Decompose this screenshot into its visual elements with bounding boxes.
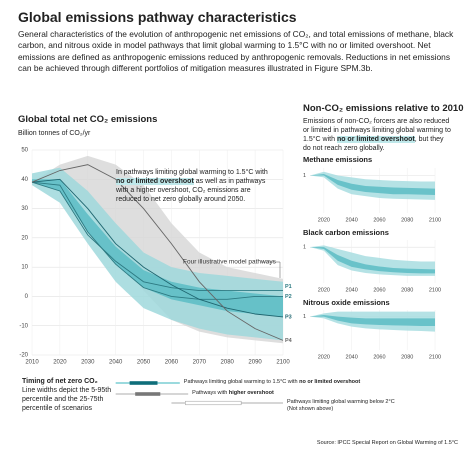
legend-bold: no or limited overshoot (299, 379, 361, 385)
pathway-label: P2 (285, 294, 292, 300)
pathway-line (31, 181, 283, 292)
x-tick-label: 2030 (81, 360, 95, 366)
x-tick-label: 2080 (401, 217, 413, 223)
y-axis-label: Billion tonnes of CO₂/yr (18, 130, 91, 137)
paragraph-text: , but they do not reach zero globally. (303, 136, 444, 153)
main-chart-title: Global total net CO₂ emissions (18, 114, 158, 125)
non-co2-paragraph: Emissions of non-CO₂ forcers are also re… (303, 117, 453, 153)
x-tick-label: 2080 (401, 287, 413, 293)
timing-legend-label: Pathways limiting global warming below 2… (287, 399, 466, 413)
timing-legend-label: Pathways limiting global warming to 1.5°… (184, 379, 466, 386)
x-tick-label: 2020 (318, 287, 330, 293)
band (310, 315, 435, 326)
y-tick-label: 1 (303, 314, 306, 320)
timing-core (185, 400, 242, 406)
source: Source: IPCC Special Report on Global Wa… (316, 440, 458, 446)
y-tick-label: 1 (303, 173, 306, 179)
legend-note: (Not shown above) (287, 406, 334, 413)
x-tick-label: 2040 (109, 360, 123, 366)
legend-bold: higher overshoot (228, 390, 274, 396)
paragraph-highlight: no or limited overshoot (336, 136, 415, 144)
y-tick-label: 40 (21, 177, 28, 183)
timing-note: Line widths depict the 5-95th percentile… (22, 387, 112, 413)
y-tick-label: 30 (21, 206, 28, 212)
x-tick-label: 2080 (401, 354, 413, 360)
band (310, 245, 435, 276)
y-tick-label: 50 (21, 148, 28, 154)
x-tick-label: 2090 (248, 360, 262, 366)
pathway-label: P3 (285, 314, 292, 320)
pathway-label: P4 (285, 338, 293, 344)
y-tick-label: -20 (19, 353, 28, 359)
pathways-label: Four illustrative model pathways (183, 259, 277, 266)
timing-core (135, 392, 161, 396)
pathway-line (31, 178, 284, 318)
legend-text: Pathways limiting global warming below 2… (287, 399, 395, 405)
legend-text: Pathways with (192, 390, 228, 396)
y-tick-label: -10 (19, 323, 28, 329)
x-tick-label: 2040 (346, 217, 358, 223)
x-tick-label: 2100 (429, 287, 441, 293)
x-tick-label: 2100 (429, 217, 441, 223)
x-tick-label: 2020 (53, 360, 67, 366)
small-chart-title: Black carbon emissions (303, 228, 389, 237)
x-tick-label: 2020 (318, 354, 330, 360)
intro-paragraph: General characteristics of the evolution… (18, 29, 454, 73)
y-tick-label: 0 (25, 294, 29, 300)
legend-text: Pathways limiting global warming to 1.5°… (183, 379, 298, 385)
x-tick-label: 2040 (346, 354, 358, 360)
timing-legend-label: Pathways with higher overshoot (192, 390, 466, 397)
timing-core (129, 381, 158, 385)
x-tick-label: 2060 (373, 354, 385, 360)
x-tick-label: 2080 (221, 360, 235, 366)
band (32, 179, 283, 317)
paragraph-text: Emissions of non-CO₂ forcers are also re… (303, 118, 451, 144)
x-tick-label: 2060 (165, 360, 179, 366)
annotation-highlight: no or limited overshoot (116, 178, 194, 186)
x-tick-label: 2050 (137, 360, 151, 366)
x-tick-label: 2100 (429, 354, 441, 360)
x-tick-label: 2060 (373, 217, 385, 223)
y-tick-label: 1 (303, 245, 306, 251)
x-tick-label: 2100 (276, 360, 290, 366)
pathway-line (31, 181, 283, 300)
page-title: Global emissions pathway characteristics (18, 9, 297, 25)
small-chart-title: Methane emissions (303, 155, 373, 164)
annotation: In pathways limiting global warming to 1… (116, 168, 276, 204)
timing-title: Timing of net zero CO₂ (22, 378, 98, 385)
non-co2-title: Non-CO₂ emissions relative to 2010 (303, 103, 464, 114)
band (310, 171, 435, 200)
annotation-text: In pathways limiting global warming to 1… (116, 169, 268, 176)
band (310, 247, 435, 274)
x-tick-label: 2060 (373, 287, 385, 293)
y-tick-label: 10 (21, 265, 28, 271)
x-tick-label: 2040 (346, 287, 358, 293)
x-tick-label: 2070 (193, 360, 207, 366)
small-chart-title: Nitrous oxide emissions (303, 298, 390, 307)
x-tick-label: 2020 (318, 217, 330, 223)
annotation-text: as well as in pathways with a higher ove… (116, 178, 266, 204)
pathway-label: P1 (285, 284, 292, 290)
y-tick-label: 20 (21, 235, 28, 241)
pathway-line (31, 164, 284, 341)
band (310, 174, 435, 195)
x-tick-label: 2010 (25, 360, 39, 366)
